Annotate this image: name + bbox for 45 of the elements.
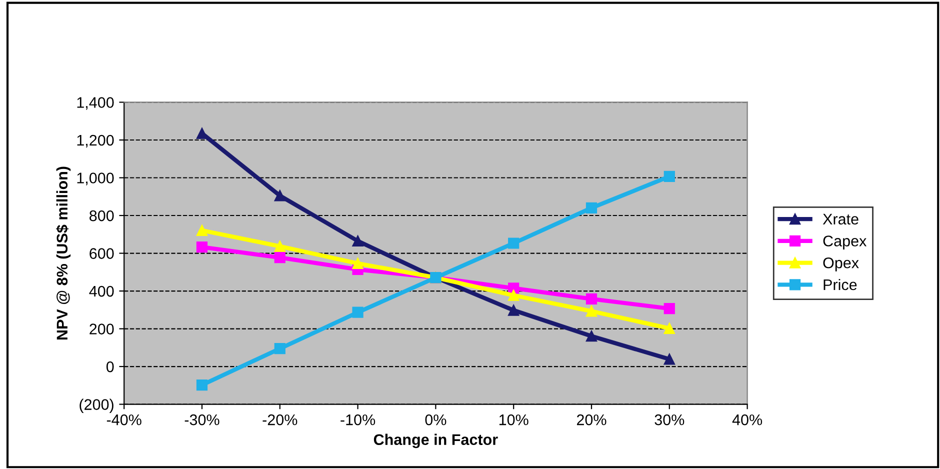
point: [352, 258, 364, 270]
point: [196, 241, 208, 253]
point: [352, 235, 364, 247]
point: [508, 290, 520, 301]
point: [274, 240, 286, 252]
x-tick-label: 10%: [499, 414, 528, 426]
point: [274, 343, 286, 354]
point: [274, 252, 286, 264]
point: [508, 304, 520, 316]
point: [586, 330, 598, 342]
x-tick-label: -40%: [106, 414, 142, 426]
x-tick-label: 30%: [654, 414, 684, 426]
point: [586, 202, 598, 214]
y-tick-label: 200: [90, 324, 114, 334]
x-tick-label: 20%: [576, 414, 606, 426]
y-tick-label: 1,200: [77, 134, 114, 148]
point: [586, 293, 598, 304]
x-tick-label: 40%: [732, 414, 762, 426]
point: [664, 303, 675, 314]
point: [664, 354, 675, 365]
x-tick-label: -20%: [262, 414, 298, 426]
y-tick-label: 1,000: [77, 172, 114, 186]
legend-label: Xrate: [822, 214, 858, 225]
y-axis-title: NPV @ 8% (US$ million): [56, 166, 71, 340]
point: [586, 306, 598, 317]
point: [352, 306, 364, 318]
x-tick-label: -30%: [184, 414, 220, 426]
point: [508, 238, 520, 249]
y-tick-label: 400: [89, 286, 114, 297]
legend-label: Opex: [823, 257, 859, 272]
y-tick-label: 1,400: [77, 97, 114, 110]
point: [196, 224, 208, 236]
x-axis-title: Change in Factor: [374, 434, 498, 448]
legend-label: Price: [824, 278, 857, 290]
x-tick-label: 0%: [425, 414, 446, 426]
y-tick-label: 600: [90, 248, 114, 259]
point: [274, 190, 286, 202]
point: [664, 322, 675, 334]
x-tick-label: -10%: [340, 414, 376, 426]
y-tick-label: (200): [80, 398, 114, 413]
legend-label: Capex: [823, 236, 867, 250]
point: [664, 170, 675, 182]
point: [196, 379, 208, 391]
y-tick-label: 0: [106, 361, 114, 372]
y-tick-label: 800: [90, 210, 114, 222]
